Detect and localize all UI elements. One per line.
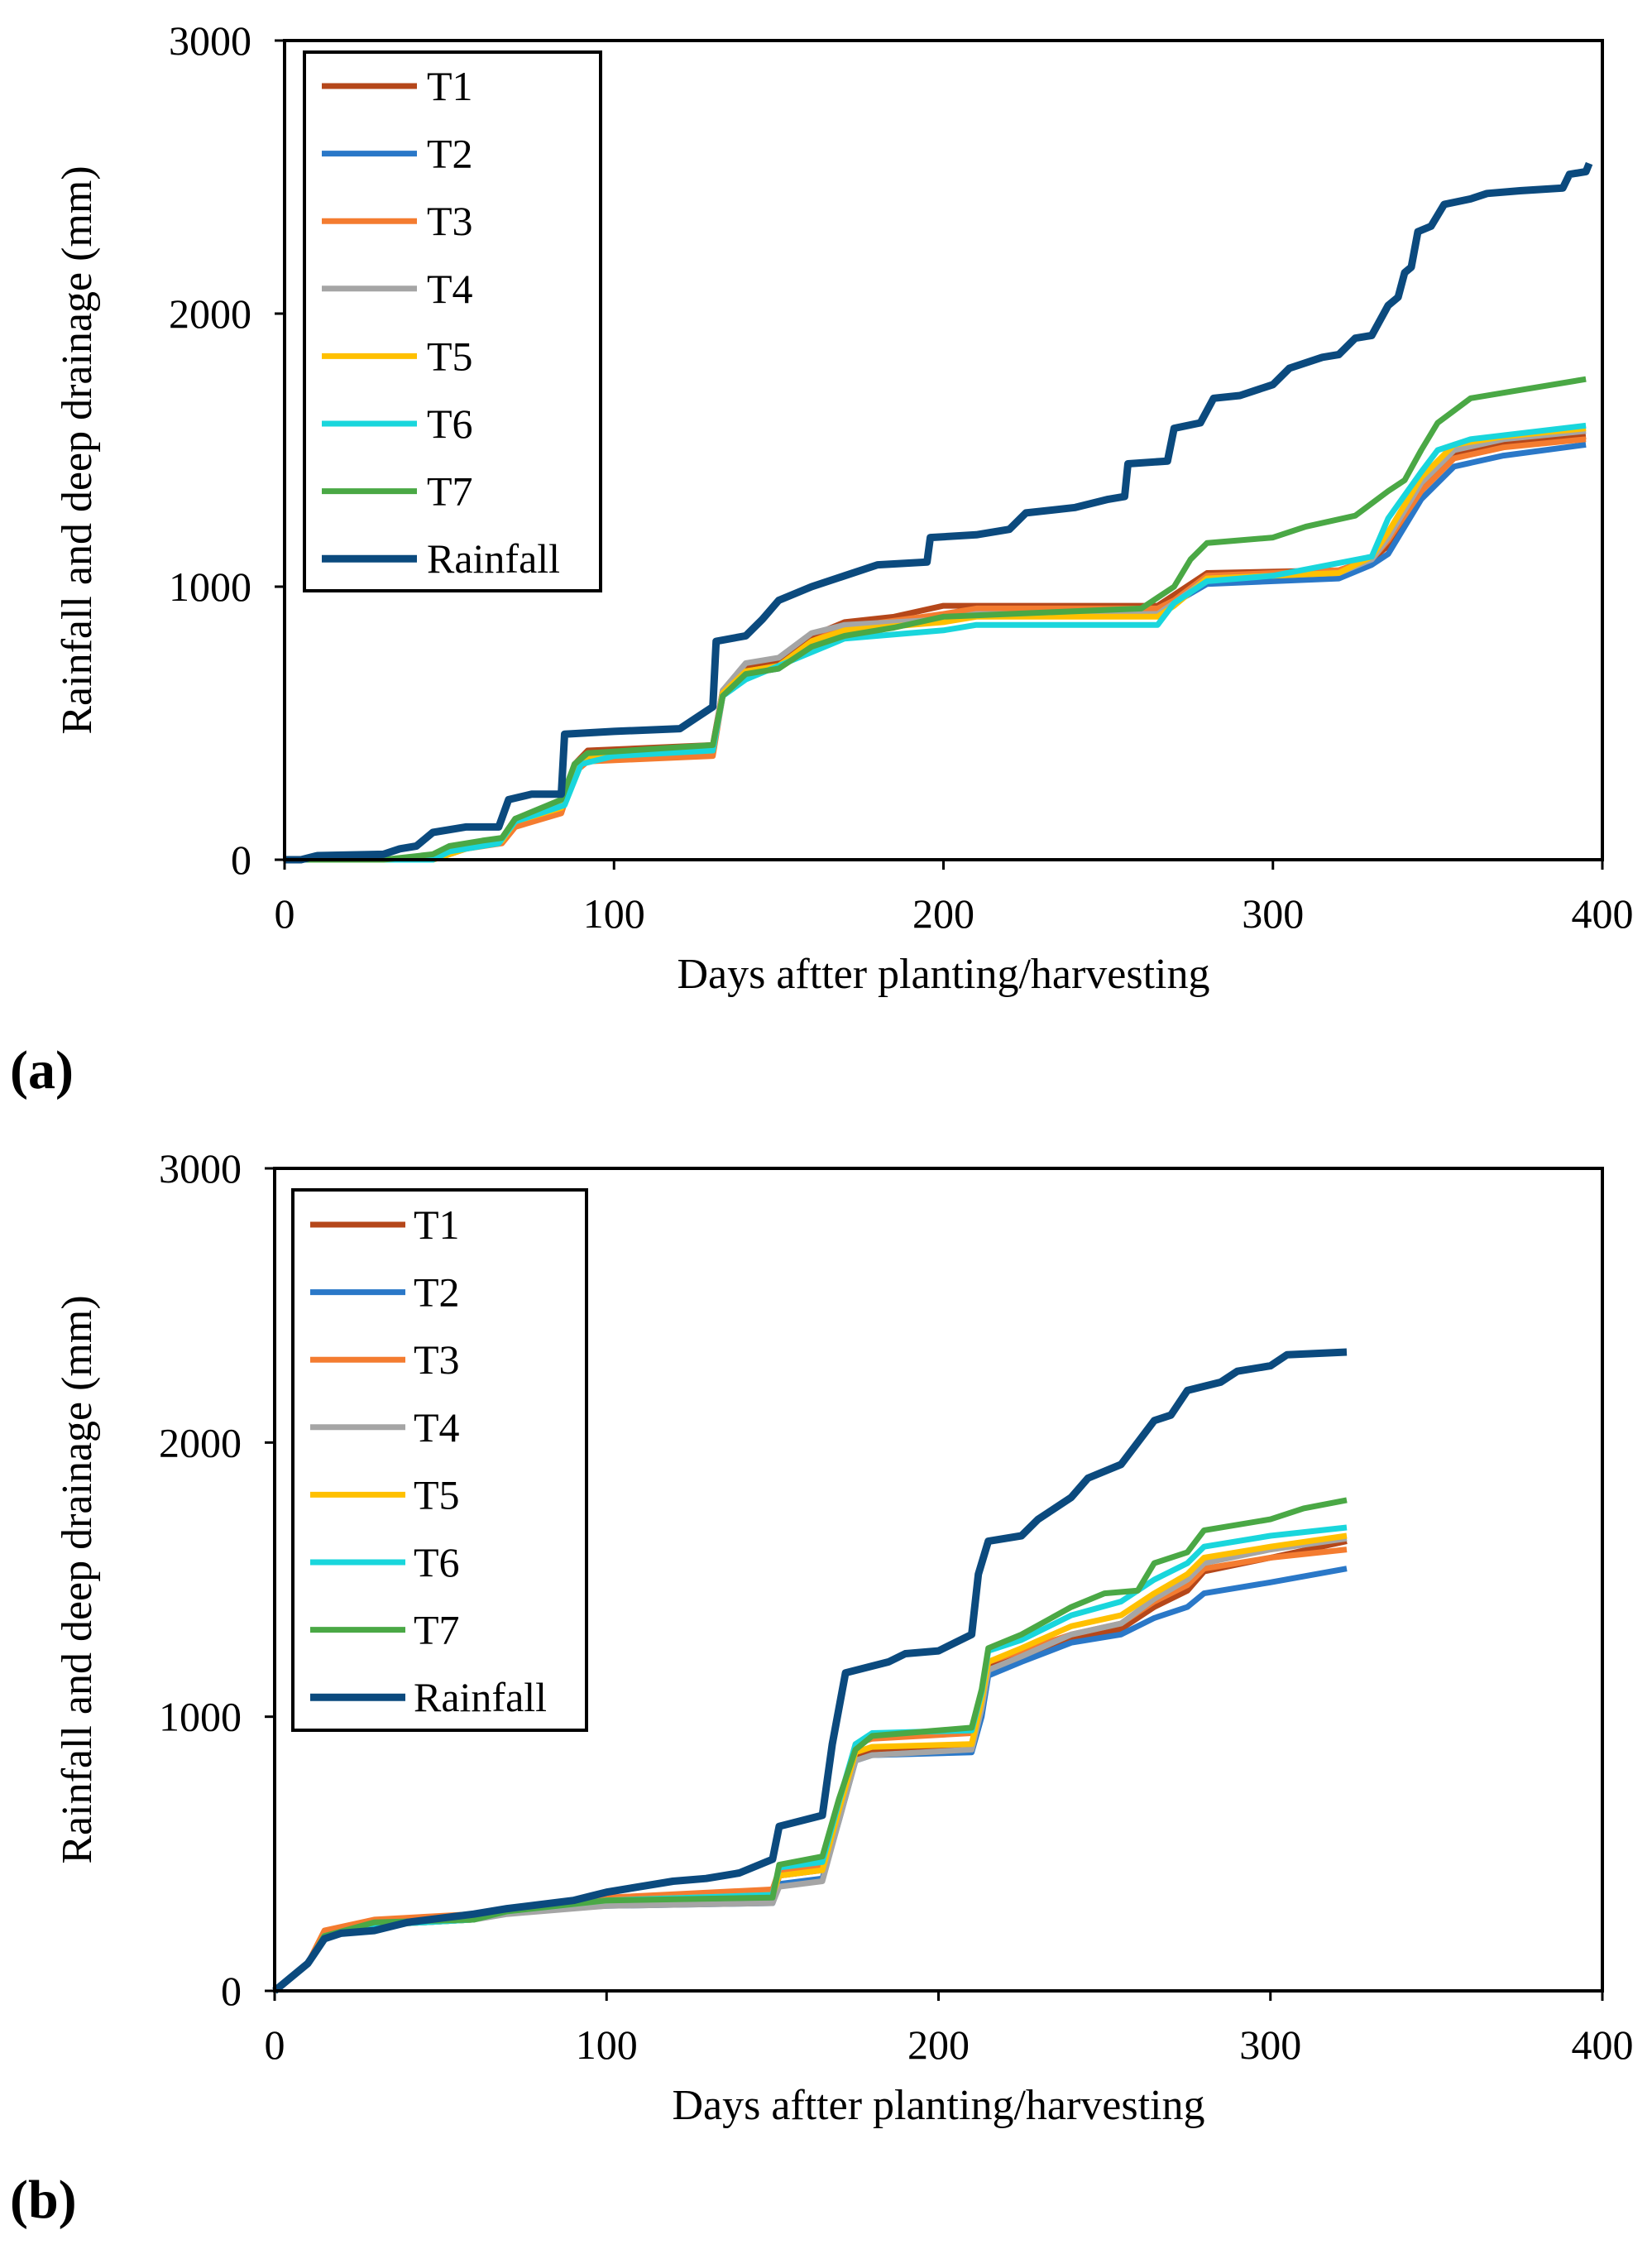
series-line-rainfall xyxy=(285,161,1593,864)
legend-box xyxy=(291,1188,588,1732)
legend-label-t1: T1 xyxy=(427,63,473,109)
y-tick-label: 3000 xyxy=(169,17,251,64)
y-tick-label: 0 xyxy=(221,1968,242,2014)
x-tick-label: 300 xyxy=(1242,890,1304,937)
y-tick-label: 2000 xyxy=(159,1419,242,1465)
chart-panel-b: 0 1000 2000 3000 0 100 200 300 400 Days aftter pl… xyxy=(10,1145,1634,2230)
legend-label-t2: T2 xyxy=(427,131,473,177)
x-tick-label: 300 xyxy=(1239,2021,1301,2068)
series-line-rainfall xyxy=(272,1348,1348,1994)
legend-label-t6: T6 xyxy=(414,1539,460,1585)
y-tick-label: 1000 xyxy=(159,1694,242,1740)
legend-label-t7: T7 xyxy=(427,468,473,515)
legend-label-rainfall: Rainfall xyxy=(414,1674,547,1720)
y-tick-label: 0 xyxy=(231,837,251,883)
x-axis-title: Days aftter planting/harvesting xyxy=(677,951,1209,998)
x-tick-label: 400 xyxy=(1572,890,1634,937)
series-line-t7 xyxy=(272,1497,1348,1993)
x-tick-label: 100 xyxy=(576,2021,638,2068)
x-axis-title: Days aftter planting/harvesting xyxy=(672,2082,1204,2129)
y-tick-label: 1000 xyxy=(169,564,251,610)
legend-label-rainfall: Rainfall xyxy=(427,535,560,582)
legend-box xyxy=(303,50,602,592)
legend-label-t6: T6 xyxy=(427,400,473,447)
x-tick-label: 0 xyxy=(265,2021,285,2068)
y-axis-title: Rainfall and deep drainage (mm) xyxy=(54,1295,101,1863)
series-line-t7 xyxy=(285,376,1587,863)
legend-label-t5: T5 xyxy=(427,333,473,379)
legend-label-t1: T1 xyxy=(414,1201,460,1248)
legend-label-t2: T2 xyxy=(414,1269,460,1316)
legend-label-t3: T3 xyxy=(414,1336,460,1383)
legend-label-t3: T3 xyxy=(427,198,473,244)
legend-label-t7: T7 xyxy=(414,1607,460,1653)
y-tick-label: 3000 xyxy=(159,1145,242,1192)
x-tick-label: 0 xyxy=(275,890,295,937)
panel-label: (a) xyxy=(10,1040,74,1101)
y-tick-label: 2000 xyxy=(169,290,251,337)
legend-label-t4: T4 xyxy=(414,1404,460,1451)
legend-label-t4: T4 xyxy=(427,266,473,312)
chart-panel-a: 0 1000 2000 3000 0 100 200 300 400 Days aftter pl… xyxy=(10,17,1634,1101)
x-tick-label: 200 xyxy=(907,2021,970,2068)
panel-label: (b) xyxy=(10,2170,77,2230)
x-tick-label: 400 xyxy=(1572,2021,1634,2068)
legend-label-t5: T5 xyxy=(414,1471,460,1518)
x-tick-label: 100 xyxy=(583,890,645,937)
x-tick-label: 200 xyxy=(912,890,974,937)
y-axis-title: Rainfall and deep drainage (mm) xyxy=(54,165,101,734)
